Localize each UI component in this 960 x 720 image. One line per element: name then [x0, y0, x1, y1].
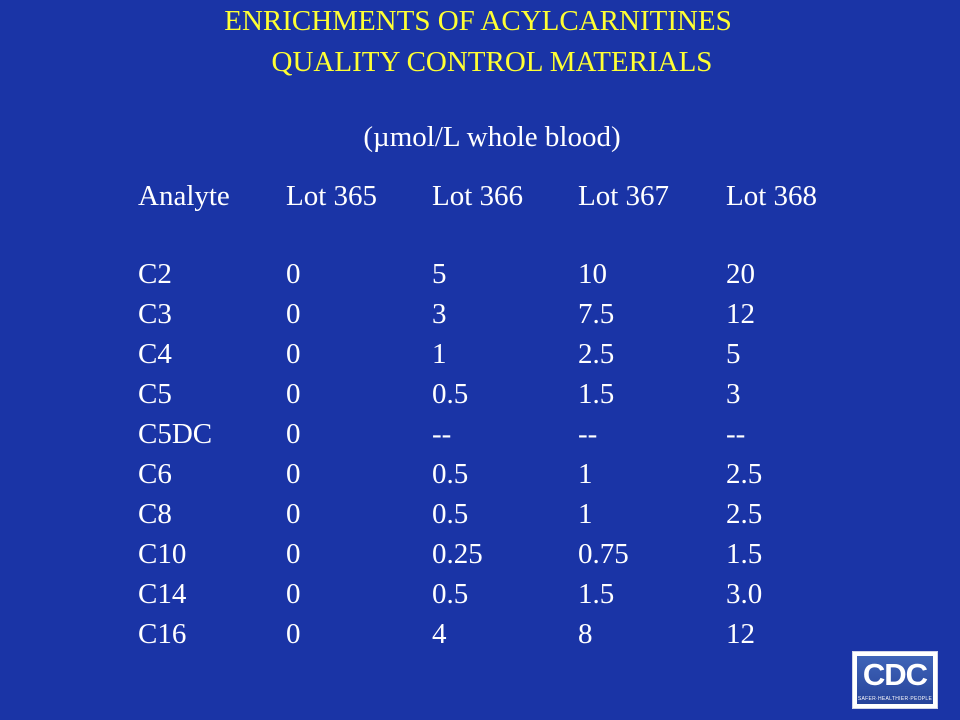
cell-lot-366: 0.5 — [432, 498, 469, 530]
cell-analyte: C2 — [138, 258, 172, 290]
cell-lot-368: 5 — [726, 338, 741, 370]
cell-lot-367: 2.5 — [578, 338, 615, 370]
cell-lot-368: 3.0 — [726, 578, 763, 610]
cell-lot-365: 0 — [286, 338, 301, 370]
title-line-1: ENRICHMENTS OF ACYLCARNITINES — [224, 5, 732, 37]
cell-analyte: C16 — [138, 618, 187, 650]
cell-lot-366: 0.5 — [432, 578, 469, 610]
table-row: C14 0 0.5 1.5 3.0 — [138, 574, 846, 614]
cell-lot-365: 0 — [286, 378, 301, 410]
cell-analyte: C5DC — [138, 418, 213, 450]
cell-lot-368: 3 — [726, 378, 741, 410]
cell-analyte: C10 — [138, 538, 187, 570]
cell-lot-366: 3 — [432, 298, 447, 330]
cell-lot-367: 8 — [578, 618, 593, 650]
table-row: C16 0 4 8 12 — [138, 614, 846, 654]
cell-lot-367: 1.5 — [578, 378, 615, 410]
table-row: C10 0 0.25 0.75 1.5 — [138, 534, 846, 574]
cell-lot-365: 0 — [286, 538, 301, 570]
table-row: C3 0 3 7.5 12 — [138, 294, 846, 334]
table-row: C8 0 0.5 1 2.5 — [138, 494, 846, 534]
cell-lot-365: 0 — [286, 618, 301, 650]
cell-lot-367: 7.5 — [578, 298, 615, 330]
title-line-2: QUALITY CONTROL MATERIALS — [271, 46, 713, 78]
cell-lot-368: 12 — [726, 298, 755, 330]
cdc-logo-tagline: SAFER·HEALTHIER·PEOPLE — [857, 696, 933, 702]
cell-lot-367: 1.5 — [578, 578, 615, 610]
table-row: C4 0 1 2.5 5 — [138, 334, 846, 374]
cell-lot-365: 0 — [286, 578, 301, 610]
table-header-row: Analyte Lot 365 Lot 366 Lot 367 Lot 368 — [138, 176, 846, 216]
table-row: C6 0 0.5 1 2.5 — [138, 454, 846, 494]
header-lot-368: Lot 368 — [726, 180, 818, 212]
cell-lot-367: 1 — [578, 498, 593, 530]
cell-analyte: C6 — [138, 458, 172, 490]
cell-lot-367: 1 — [578, 458, 593, 490]
table-row: C5 0 0.5 1.5 3 — [138, 374, 846, 414]
cell-lot-367: 0.75 — [578, 538, 629, 570]
cell-lot-368: 2.5 — [726, 458, 763, 490]
header-analyte: Analyte — [138, 180, 230, 212]
cell-analyte: C14 — [138, 578, 187, 610]
enrichment-table: Analyte Lot 365 Lot 366 Lot 367 Lot 368 … — [138, 176, 846, 654]
cell-lot-368: -- — [726, 418, 746, 450]
header-lot-365: Lot 365 — [286, 180, 378, 212]
cell-lot-365: 0 — [286, 258, 301, 290]
cell-lot-368: 20 — [726, 258, 755, 290]
cell-lot-366: 0.5 — [432, 458, 469, 490]
cell-lot-365: 0 — [286, 498, 301, 530]
cell-lot-365: 0 — [286, 298, 301, 330]
cell-lot-365: 0 — [286, 418, 301, 450]
cell-lot-366: -- — [432, 418, 452, 450]
table-row: C2 0 5 10 20 — [138, 254, 846, 294]
cell-lot-366: 4 — [432, 618, 447, 650]
cell-lot-368: 2.5 — [726, 498, 763, 530]
cell-lot-365: 0 — [286, 458, 301, 490]
cell-analyte: C8 — [138, 498, 172, 530]
cell-lot-368: 1.5 — [726, 538, 763, 570]
cell-lot-366: 5 — [432, 258, 447, 290]
units-subtitle: (µmol/L whole blood) — [363, 121, 621, 153]
cell-analyte: C4 — [138, 338, 172, 370]
cell-lot-367: 10 — [578, 258, 607, 290]
cell-analyte: C5 — [138, 378, 172, 410]
cell-lot-366: 0.5 — [432, 378, 469, 410]
cdc-logo-text: CDC — [862, 657, 928, 692]
cell-analyte: C3 — [138, 298, 172, 330]
header-spacer — [138, 216, 846, 254]
cell-lot-366: 1 — [432, 338, 447, 370]
header-lot-367: Lot 367 — [578, 180, 670, 212]
cell-lot-366: 0.25 — [432, 538, 483, 570]
table-row: C5DC 0 -- -- -- — [138, 414, 846, 454]
cell-lot-368: 12 — [726, 618, 755, 650]
cdc-logo: CDC SAFER·HEALTHIER·PEOPLE — [852, 651, 938, 709]
cell-lot-367: -- — [578, 418, 598, 450]
header-lot-366: Lot 366 — [432, 180, 524, 212]
